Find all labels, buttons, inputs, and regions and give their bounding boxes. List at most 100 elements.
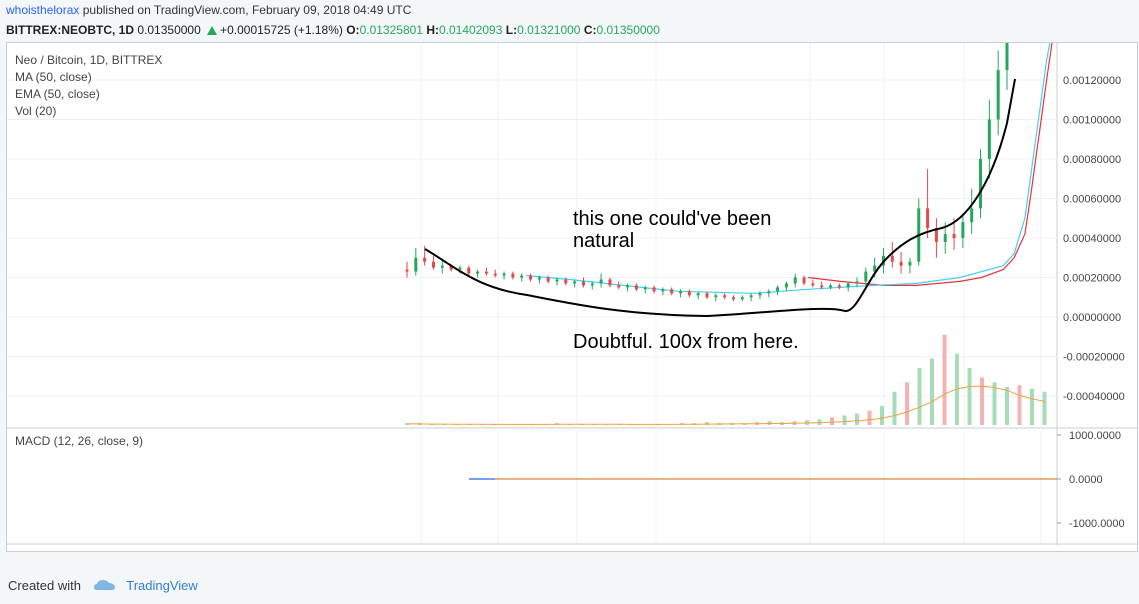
- candle-body: [723, 295, 727, 298]
- candle-body: [855, 281, 859, 284]
- candle-body: [502, 273, 506, 276]
- close-label: C:: [583, 23, 597, 37]
- volume-bar: [967, 368, 972, 425]
- candle-body: [449, 265, 453, 270]
- candle-body: [555, 279, 559, 282]
- candle-body: [802, 277, 806, 284]
- candle-body: [987, 119, 991, 159]
- ema-line: [526, 42, 1051, 294]
- price-tick-label: 0.00080000: [1063, 154, 1121, 166]
- candle-body: [890, 255, 894, 262]
- candle-body: [820, 285, 824, 288]
- candle-body: [564, 279, 568, 284]
- candle-body: [626, 285, 630, 288]
- annotation-natural: this one could've been natural: [573, 208, 771, 252]
- macd-tick-label: -1000.0000: [1069, 518, 1125, 530]
- candle-body: [784, 283, 788, 288]
- candle-body: [484, 271, 488, 274]
- candle-body: [652, 287, 656, 292]
- candle-body: [511, 273, 515, 278]
- candle-body: [705, 293, 709, 298]
- legend-ema: EMA (50, close): [15, 87, 100, 101]
- candle-body: [899, 261, 903, 266]
- volume-bar: [917, 368, 922, 425]
- chart-svg[interactable]: 0.00120000 0.00100000 0.00080000 0.00060000…: [7, 42, 1137, 563]
- candle-body: [467, 267, 471, 274]
- low-value: 0.01321000: [517, 23, 581, 37]
- price-tick-label: -0.00020000: [1063, 352, 1125, 364]
- price-change: +0.00015725 (+1.18%): [220, 23, 343, 37]
- chart-container[interactable]: 0.00120000 0.00100000 0.00080000 0.00060000…: [6, 42, 1138, 563]
- candle-body: [599, 279, 603, 284]
- candle-body: [634, 285, 638, 290]
- candle-body: [440, 265, 444, 268]
- candle-body: [740, 297, 744, 300]
- volume-bar: [855, 413, 859, 425]
- price-tick-label: 0.00120000: [1063, 75, 1121, 87]
- annotation-doubtful: Doubtful. 100x from here.: [573, 331, 799, 353]
- tradingview-brand[interactable]: TradingView: [126, 578, 198, 593]
- volume-bar: [992, 382, 997, 425]
- candle-body: [926, 208, 930, 229]
- drawing-curve: [424, 78, 1016, 318]
- symbol-label: BITTREX:NEOBTC, 1D: [6, 23, 135, 37]
- candle-body: [952, 234, 956, 238]
- candle-body: [537, 277, 541, 280]
- high-label: H:: [426, 23, 439, 37]
- candle-body: [873, 265, 877, 272]
- candle-body: [617, 285, 621, 288]
- annotation-natural-line1: this one could've been: [573, 208, 772, 230]
- candle-body: [414, 257, 418, 272]
- low-label: L:: [505, 23, 518, 37]
- open-label: O:: [346, 23, 360, 37]
- candle-body: [546, 277, 550, 282]
- created-with-text: Created with: [8, 578, 81, 593]
- price-tick-label: 0.00000000: [1063, 312, 1121, 324]
- candle-body: [423, 257, 427, 262]
- candle-body: [476, 271, 480, 274]
- price-axis-bg: [1057, 43, 1137, 551]
- candle-body: [405, 269, 409, 272]
- macd-tick-label: 0.0000: [1069, 474, 1103, 486]
- ma-line: [808, 42, 1053, 286]
- candle-body: [696, 293, 700, 296]
- publish-text: published on TradingView.com, February 0…: [82, 3, 412, 17]
- candle-body: [661, 289, 665, 292]
- author-link[interactable]: whoisthelorax: [6, 3, 80, 17]
- candle-body: [458, 267, 462, 270]
- candle-body: [934, 228, 938, 242]
- high-value: 0.01402093: [438, 23, 503, 37]
- open-value: 0.01325801: [359, 23, 423, 37]
- footer: Created with TradingView: [8, 578, 198, 593]
- last-price: 0.01350000: [137, 23, 201, 37]
- volume-bar: [1017, 385, 1022, 425]
- volume-bar: [930, 358, 934, 425]
- legend-vol: Vol (20): [15, 104, 57, 118]
- close-value: 0.01350000: [596, 23, 660, 37]
- candle-body: [529, 275, 533, 280]
- volume-bar: [892, 391, 897, 425]
- candle-body: [520, 275, 524, 278]
- volume-bar: [830, 417, 834, 425]
- macd-tick-label: 1000.0000: [1069, 430, 1121, 442]
- cloud-logo-icon: [93, 580, 115, 590]
- candle-body: [493, 273, 497, 276]
- candle-body: [811, 283, 815, 286]
- price-tick-label: -0.00040000: [1063, 391, 1125, 403]
- volume-bar: [867, 410, 872, 425]
- candle-body: [758, 293, 762, 296]
- candle-body: [846, 283, 850, 288]
- legend-ma: MA (50, close): [15, 70, 92, 84]
- candle-body: [590, 283, 594, 286]
- price-tick-label: 0.00040000: [1063, 233, 1121, 245]
- quote-bar: BITTREX:NEOBTC, 1D 0.01350000 +0.0001572…: [6, 23, 660, 37]
- legend-title: Neo / Bitcoin, 1D, BITTREX: [15, 53, 163, 67]
- candle-body: [687, 291, 691, 296]
- volume-bar: [842, 415, 847, 425]
- volume-bar: [880, 406, 884, 425]
- candle-body: [731, 297, 735, 300]
- candle-body: [996, 70, 1000, 120]
- volume-bar: [705, 422, 709, 425]
- publish-header: whoisthelorax published on TradingView.c…: [6, 3, 411, 17]
- volume-bar: [1042, 391, 1047, 425]
